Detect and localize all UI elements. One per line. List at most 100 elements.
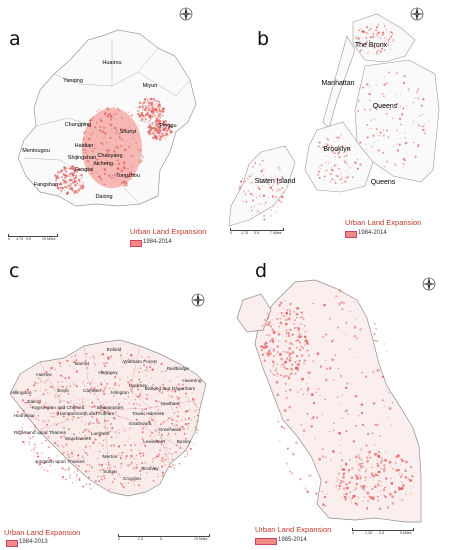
expansion-patch — [387, 416, 389, 418]
expansion-patch — [139, 452, 142, 455]
expansion-patch — [197, 420, 199, 423]
expansion-patch — [269, 348, 271, 350]
expansion-patch — [425, 130, 427, 132]
expansion-patch — [38, 402, 40, 404]
expansion-patch — [351, 383, 353, 385]
expansion-patch — [34, 424, 36, 427]
expansion-patch — [283, 427, 286, 430]
expansion-patch — [348, 348, 351, 350]
expansion-patch — [79, 182, 81, 184]
expansion-patch — [387, 41, 390, 44]
expansion-patch — [341, 417, 344, 419]
expansion-patch — [276, 188, 278, 190]
expansion-patch — [112, 125, 114, 126]
expansion-patch — [156, 100, 157, 102]
expansion-patch — [354, 460, 355, 462]
expansion-patch — [62, 179, 64, 181]
expansion-patch — [273, 363, 275, 365]
expansion-patch — [171, 458, 174, 461]
expansion-patch — [288, 406, 291, 409]
expansion-patch — [37, 455, 40, 458]
expansion-patch — [111, 424, 113, 426]
expansion-patch — [325, 142, 326, 144]
expansion-patch — [348, 497, 350, 499]
expansion-patch — [57, 361, 59, 363]
expansion-patch — [161, 106, 163, 108]
expansion-patch — [103, 137, 105, 139]
expansion-patch — [389, 493, 392, 496]
expansion-patch — [402, 484, 405, 488]
expansion-patch — [111, 472, 114, 475]
expansion-patch — [160, 459, 163, 462]
expansion-patch — [60, 169, 64, 172]
expansion-patch — [371, 32, 375, 35]
legend-swatch — [6, 540, 18, 547]
expansion-patch — [335, 295, 338, 298]
expansion-patch — [123, 166, 126, 170]
expansion-patch — [263, 198, 265, 199]
expansion-patch — [176, 415, 179, 418]
expansion-patch — [87, 382, 89, 385]
expansion-patch — [85, 422, 86, 423]
expansion-patch — [336, 489, 339, 491]
expansion-patch — [303, 340, 306, 343]
legend-label: 1984-2014 — [143, 239, 172, 245]
place-label: Shunyi — [120, 129, 137, 135]
expansion-patch — [152, 112, 155, 116]
place-label: Daxing — [95, 194, 112, 200]
expansion-patch — [367, 29, 370, 32]
expansion-patch — [138, 404, 141, 406]
expansion-patch — [82, 431, 84, 434]
place-label: Bromley — [141, 466, 159, 472]
expansion-patch — [388, 71, 390, 74]
expansion-patch — [365, 375, 368, 378]
expansion-patch — [360, 448, 363, 451]
expansion-patch — [365, 148, 367, 150]
expansion-patch — [109, 483, 111, 485]
place-label: Kingston upon Thames — [35, 459, 85, 465]
expansion-patch — [136, 403, 138, 405]
expansion-patch — [244, 180, 246, 183]
expansion-patch — [276, 190, 278, 192]
expansion-patch — [58, 395, 60, 397]
expansion-patch — [384, 477, 388, 480]
expansion-patch — [71, 455, 73, 458]
expansion-patch — [166, 389, 169, 392]
expansion-patch — [174, 390, 177, 393]
expansion-patch — [325, 169, 328, 172]
expansion-patch — [150, 431, 153, 435]
expansion-patch — [357, 37, 360, 40]
expansion-patch — [390, 30, 393, 34]
expansion-patch — [364, 484, 366, 486]
expansion-patch — [102, 445, 103, 447]
expansion-patch — [73, 383, 75, 385]
expansion-patch — [158, 113, 161, 116]
expansion-patch — [197, 428, 199, 431]
expansion-patch — [372, 457, 374, 459]
expansion-patch — [66, 439, 68, 441]
expansion-patch — [104, 478, 106, 480]
expansion-patch — [124, 182, 126, 185]
expansion-patch — [35, 408, 38, 411]
expansion-patch — [105, 361, 109, 365]
expansion-patch — [76, 360, 78, 362]
expansion-patch — [428, 120, 430, 122]
expansion-patch — [285, 329, 288, 332]
expansion-patch — [93, 382, 96, 384]
expansion-patch — [75, 476, 77, 478]
expansion-patch — [357, 168, 358, 170]
expansion-patch — [291, 343, 294, 346]
expansion-patch — [386, 389, 388, 391]
expansion-patch — [172, 466, 175, 469]
expansion-patch — [81, 437, 84, 439]
expansion-patch — [390, 477, 393, 480]
expansion-patch — [102, 474, 105, 477]
expansion-patch — [260, 181, 262, 183]
expansion-patch — [270, 209, 272, 211]
north-arrow-icon — [191, 293, 205, 307]
expansion-patch — [27, 441, 30, 444]
expansion-patch — [326, 367, 328, 370]
expansion-patch — [153, 129, 155, 131]
expansion-patch — [340, 481, 342, 483]
expansion-patch — [66, 450, 69, 453]
